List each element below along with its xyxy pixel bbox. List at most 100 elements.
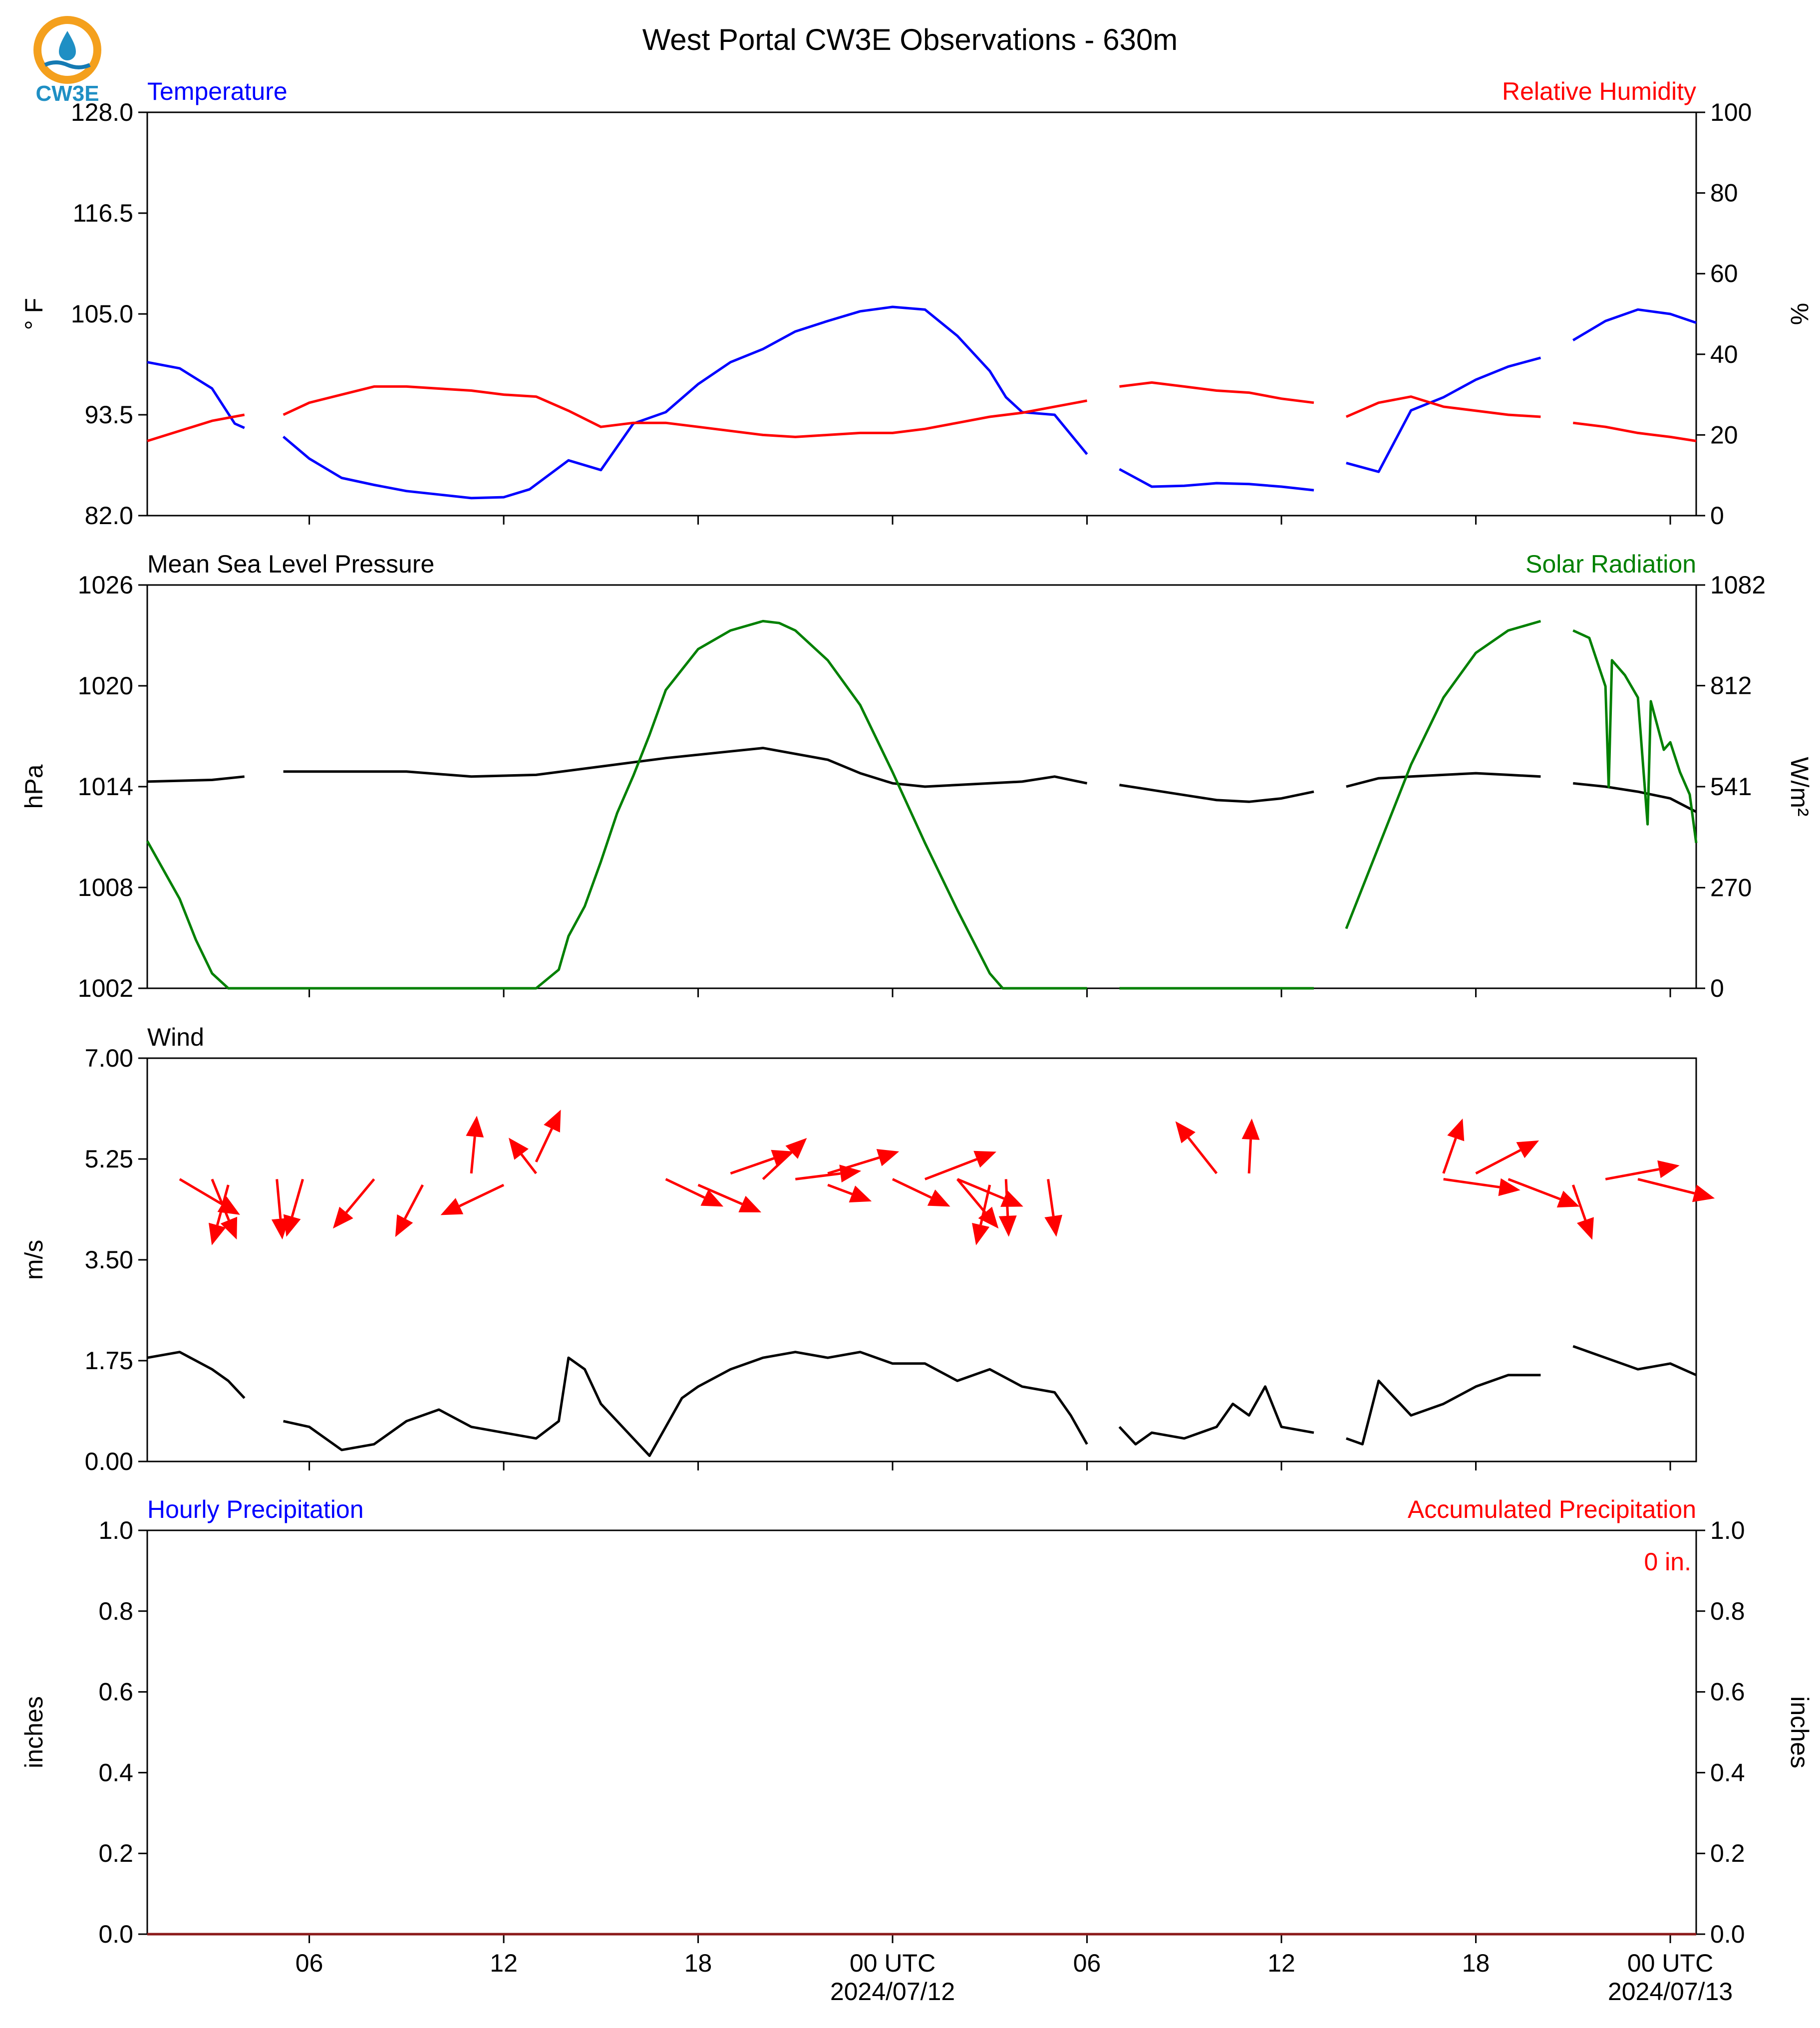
wind-arrow-shaft bbox=[535, 1128, 553, 1162]
y-tick-label-right: 270 bbox=[1710, 873, 1752, 901]
wind-arrow-head bbox=[972, 1223, 990, 1245]
y-tick-label-left: 5.25 bbox=[85, 1145, 133, 1173]
panel-title-left: Mean Sea Level Pressure bbox=[147, 550, 434, 578]
panel-title-right: Solar Radiation bbox=[1525, 550, 1696, 578]
wind-arrow bbox=[395, 1184, 424, 1237]
wind-arrow bbox=[998, 1179, 1017, 1237]
panel-2: 1002 1008 1014 1020 1026 0 270 541 812 1082 Mean S… bbox=[20, 550, 1814, 1002]
wind-arrow bbox=[332, 1178, 375, 1229]
x-tick-label: 18 bbox=[1462, 1949, 1490, 1977]
wind-arrow-head bbox=[1692, 1184, 1715, 1202]
wind-arrow-head bbox=[1241, 1118, 1260, 1140]
wind-arrow bbox=[1508, 1178, 1580, 1208]
wind-arrow-shaft bbox=[730, 1157, 775, 1175]
wind-arrow-shaft bbox=[470, 1136, 476, 1174]
wind-arrow-shaft bbox=[979, 1184, 991, 1225]
wind-arrow-head bbox=[440, 1198, 464, 1215]
wind-arrow bbox=[892, 1178, 950, 1207]
y-tick-label-left: 93.5 bbox=[85, 401, 133, 429]
wind-arrow-shaft bbox=[762, 1151, 793, 1180]
logo-wave bbox=[44, 60, 91, 69]
y-tick-label-left: 0.4 bbox=[98, 1758, 133, 1786]
wind-arrow bbox=[535, 1110, 561, 1162]
wind-arrow-head bbox=[332, 1206, 353, 1229]
wind-arrow-head bbox=[738, 1195, 762, 1212]
wind-arrow-shaft bbox=[1508, 1178, 1561, 1200]
y-tick-label-left: 116.5 bbox=[73, 199, 133, 227]
wind-arrow bbox=[1241, 1118, 1260, 1173]
y-tick-label-left: 1.0 bbox=[98, 1516, 133, 1544]
wind-arrow-head bbox=[849, 1185, 872, 1202]
x-tick-label: 12 bbox=[1267, 1949, 1295, 1977]
y-axis-label-left: ° F bbox=[20, 298, 48, 330]
accumulated-total-label: 0 in. bbox=[1644, 1548, 1691, 1576]
wind-arrow bbox=[509, 1138, 537, 1174]
y-tick-label-left: 0.2 bbox=[98, 1839, 133, 1867]
series-line-solar-radiation bbox=[146, 619, 1698, 990]
wind-arrow-head bbox=[1044, 1214, 1063, 1237]
wind-arrow-head bbox=[395, 1214, 413, 1237]
wind-arrow-shaft bbox=[924, 1158, 977, 1180]
y-axis-label-right: inches bbox=[1786, 1696, 1814, 1768]
y-tick-label-left: 1026 bbox=[78, 571, 133, 599]
y-tick-label-right: 0.6 bbox=[1710, 1678, 1745, 1706]
series-line-temperature bbox=[147, 305, 1697, 500]
wind-arrow bbox=[211, 1178, 238, 1240]
series-line-mean-sea-level-pressure bbox=[147, 747, 1697, 813]
y-tick-label-right: 0.2 bbox=[1710, 1839, 1745, 1867]
panel-title-right: Accumulated Precipitation bbox=[1408, 1495, 1696, 1523]
wind-arrow bbox=[924, 1151, 996, 1180]
y-tick-label-right: 0.0 bbox=[1710, 1920, 1745, 1948]
wind-arrow bbox=[1475, 1140, 1539, 1175]
wind-arrow-head bbox=[927, 1189, 950, 1207]
wind-arrow-shaft bbox=[697, 1183, 743, 1205]
wind-arrow bbox=[1443, 1177, 1520, 1196]
wind-arrow-head bbox=[978, 1206, 999, 1229]
wind-arrow bbox=[665, 1178, 724, 1207]
y-tick-label-right: 20 bbox=[1710, 421, 1738, 449]
wind-arrow-shaft bbox=[665, 1178, 705, 1199]
wind-arrow bbox=[1175, 1121, 1218, 1174]
y-tick-label-right: 0.8 bbox=[1710, 1597, 1745, 1625]
x-tick-label: 00 UTC bbox=[1627, 1949, 1713, 1977]
panel-title-left: Temperature bbox=[147, 77, 288, 105]
y-axis-label-right: % bbox=[1786, 303, 1814, 325]
y-tick-label-left: 105.0 bbox=[71, 300, 133, 328]
wind-arrow bbox=[956, 1178, 1023, 1207]
y-tick-label-right: 541 bbox=[1710, 773, 1752, 801]
wind-arrow-shaft bbox=[1247, 1139, 1252, 1173]
y-tick-label-right: 60 bbox=[1710, 260, 1738, 288]
panel-4: 0.0 0.2 0.4 0.6 0.8 1.0 0.0 0.2 0.4 0.6 0.8 1.0 Hour… bbox=[20, 1495, 1814, 2006]
y-tick-label-left: 0.6 bbox=[98, 1678, 133, 1706]
wind-arrow-shaft bbox=[1571, 1184, 1587, 1221]
y-tick-label-left: 1014 bbox=[78, 773, 133, 801]
wind-arrow-head bbox=[1657, 1160, 1680, 1178]
panel-title-left: Hourly Precipitation bbox=[147, 1495, 364, 1523]
y-tick-label-left: 0.0 bbox=[98, 1920, 133, 1948]
panel-title-right: Relative Humidity bbox=[1502, 77, 1696, 105]
y-tick-label-right: 0 bbox=[1710, 502, 1724, 530]
wind-arrow-head bbox=[998, 1215, 1017, 1237]
y-tick-label-right: 80 bbox=[1710, 179, 1738, 207]
cw3e-logo: CW3E bbox=[30, 16, 105, 106]
y-axis-label-left: inches bbox=[20, 1696, 48, 1768]
wind-arrow-head bbox=[220, 1216, 238, 1240]
y-tick-label-left: 0.00 bbox=[85, 1448, 133, 1475]
y-tick-label-left: 1020 bbox=[78, 672, 133, 700]
wind-arrow-head bbox=[1556, 1190, 1580, 1208]
logo-ring bbox=[33, 16, 101, 84]
wind-arrow-shaft bbox=[345, 1178, 375, 1213]
wind-arrow-shaft bbox=[459, 1183, 505, 1207]
wind-arrow bbox=[283, 1178, 304, 1237]
y-tick-label-left: 128.0 bbox=[71, 98, 133, 126]
wind-arrow-shaft bbox=[827, 1156, 880, 1175]
wind-arrow-shaft bbox=[276, 1179, 282, 1219]
wind-arrow-shaft bbox=[1637, 1177, 1695, 1195]
plot-frame bbox=[146, 1529, 1697, 1935]
panel-1: 82.0 93.5 105.0 116.5 128.0 0 20 40 60 80 100 Tempe… bbox=[20, 77, 1814, 530]
wind-arrow-shaft bbox=[956, 1178, 986, 1213]
wind-arrow-shaft bbox=[1004, 1179, 1009, 1216]
wind-arrow-head bbox=[1516, 1140, 1539, 1159]
wind-arrow-shaft bbox=[827, 1183, 853, 1195]
